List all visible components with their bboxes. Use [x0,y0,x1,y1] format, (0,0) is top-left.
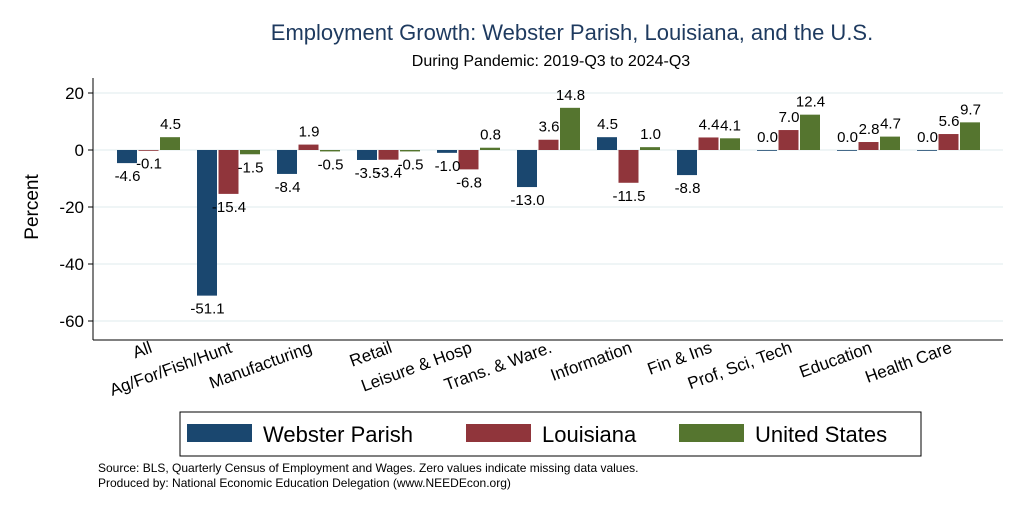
data-label: -0.5 [318,156,344,173]
legend-swatch [466,424,531,442]
data-label: 0.8 [480,127,501,144]
y-tick-label: 0 [75,141,84,160]
chart-title: Employment Growth: Webster Parish, Louis… [271,20,873,45]
legend-swatch [679,424,744,442]
bar-united-states [960,122,980,150]
y-tick-label: -20 [59,198,84,217]
bar-louisiana [538,139,559,150]
legend-swatch [187,424,252,442]
bar-webster-parish [197,150,217,296]
legend-label: Webster Parish [263,422,413,447]
bar-louisiana [938,134,959,150]
data-label: -0.5 [398,156,424,173]
data-label: -8.4 [275,179,301,196]
data-label: 12.4 [796,94,825,111]
data-label: 5.6 [939,113,960,130]
data-label: -0.1 [136,155,162,172]
data-label: -8.8 [675,180,701,197]
data-label: 14.8 [556,87,585,104]
bar-louisiana [778,130,799,150]
data-label: -13.0 [510,192,544,209]
producer-note: Produced by: National Economic Education… [98,476,511,490]
bar-united-states [880,136,900,150]
data-label: -11.5 [612,188,645,205]
bar-louisiana [378,150,399,160]
bar-united-states [640,147,660,150]
data-label: -6.8 [456,174,482,191]
y-tick-label: -60 [59,312,84,331]
y-axis-label: Percent [22,174,43,240]
y-tick-label: -40 [59,255,84,274]
data-label: 4.5 [160,116,181,133]
data-label: 2.8 [859,121,880,138]
y-tick-label: 20 [65,84,84,103]
data-label: 0.0 [837,129,858,146]
data-label: 1.0 [640,126,661,143]
bar-louisiana [698,137,719,150]
legend: Webster Parish Louisiana United States [179,411,922,457]
data-label: 9.7 [960,101,981,118]
bar-webster-parish [277,150,297,174]
legend-label: Louisiana [542,422,637,447]
data-label: -4.6 [115,168,141,185]
bar-united-states [800,114,820,150]
bar-louisiana [298,144,319,150]
bar-united-states [480,147,500,150]
bar-webster-parish [677,150,697,176]
bar-webster-parish [517,150,537,188]
bar-webster-parish [837,150,857,151]
source-note: Source: BLS, Quarterly Census of Employm… [98,461,638,475]
bar-united-states [160,137,180,150]
bar-webster-parish [917,150,937,151]
bar-united-states [240,150,260,155]
bar-louisiana [858,142,879,150]
bar-webster-parish [437,150,457,153]
legend-label: United States [755,422,887,447]
legend-box [179,411,922,457]
bar-united-states [720,138,740,150]
data-label: 7.0 [779,109,800,126]
bar-louisiana [618,150,639,183]
bar-louisiana [138,150,159,151]
data-label: 1.9 [299,124,320,141]
bar-webster-parish [357,150,377,160]
bar-united-states [320,150,340,152]
data-label: 3.6 [539,119,560,136]
data-label: -1.5 [238,159,264,176]
data-label: -15.4 [212,199,246,216]
bar-louisiana [218,150,239,194]
bar-webster-parish [117,150,137,164]
chart-subtitle: During Pandemic: 2019-Q3 to 2024-Q3 [412,53,690,70]
data-label: 0.0 [917,129,938,146]
data-label: -51.1 [190,301,224,318]
data-label: 4.4 [699,116,720,133]
bar-webster-parish [757,150,777,151]
data-label: -1.0 [435,158,461,175]
data-label: -3.5 [355,165,381,182]
bar-united-states [400,150,420,152]
bar-webster-parish [597,137,617,150]
data-label: 4.7 [880,116,901,133]
data-label: 4.5 [597,116,618,133]
data-label: -3.4 [376,165,402,182]
data-label: 4.1 [720,117,741,134]
data-label: 0.0 [757,129,778,146]
bar-louisiana [458,150,479,170]
bar-united-states [560,107,580,150]
